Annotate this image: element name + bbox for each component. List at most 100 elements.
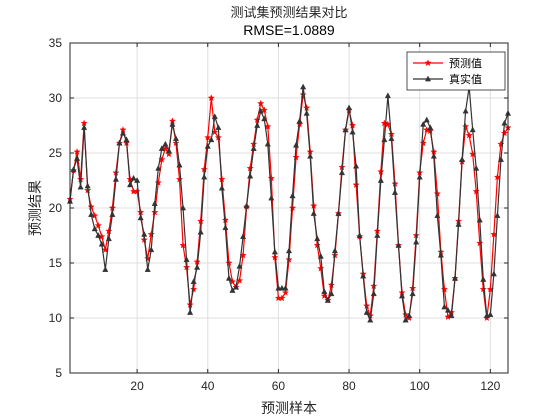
legend-label: 预测值 [449,57,482,70]
data-point [112,175,119,182]
data-point [222,224,229,231]
data-point [105,235,112,242]
data-point [257,99,265,107]
data-point [299,90,307,98]
data-point [250,145,257,151]
data-point [409,290,416,297]
data-point [73,148,81,155]
data-point [187,309,194,315]
data-point [225,259,233,267]
data-point [201,173,208,180]
data-point [183,256,190,262]
chart-title: 测试集预测结果对比 [230,5,347,21]
data-point [317,252,324,259]
data-point [229,287,236,293]
data-point [360,272,367,279]
data-point [236,262,243,269]
data-point [119,129,127,136]
data-point [87,203,95,210]
data-point [391,189,399,195]
data-point [155,164,162,171]
data-point [148,246,155,253]
data-point [208,136,215,143]
data-point [327,281,335,289]
data-point [377,177,384,183]
data-point [346,104,353,111]
data-point [462,107,469,114]
data-point [472,187,480,195]
data-point [388,135,395,142]
data-point [500,129,509,137]
data-point [257,107,264,114]
data-point [243,202,250,209]
data-point [501,119,508,126]
x-tick-label: 40 [201,379,215,393]
y-tick-label: 25 [49,146,63,160]
data-point [497,156,504,162]
data-point [349,121,357,129]
data-point [141,230,148,237]
data-point [197,228,204,235]
y-tick-label: 15 [49,256,63,270]
data-point [194,263,201,270]
data-point [98,240,105,247]
x-tick-label: 80 [342,379,356,393]
data-point [476,216,483,223]
data-point [133,187,141,195]
data-point [303,109,310,116]
data-point [494,212,501,219]
data-point [197,217,205,225]
data-point [246,164,254,172]
data-point [462,122,470,130]
data-point [271,248,278,255]
data-point [490,270,497,277]
data-point [176,161,183,168]
y-axis-label: 预测结果 [28,180,44,236]
data-point [232,283,240,290]
data-point [384,92,391,99]
data-point [430,152,437,159]
y-tick-label: 35 [49,36,63,50]
data-point [165,147,172,154]
data-point [172,135,180,142]
data-point [342,126,349,133]
data-point [162,140,169,147]
data-point [455,221,462,227]
data-point [151,200,158,206]
data-point [476,239,484,247]
data-point [144,266,151,272]
data-point [179,204,187,211]
data-point [381,136,388,143]
series-layer [66,83,512,323]
data-point [416,173,423,180]
data-point [225,274,232,281]
data-point [254,122,261,128]
data-point [479,285,487,293]
legend-item: 真实值 [413,72,482,86]
y-tick-label: 30 [49,91,63,105]
data-point [175,175,184,183]
data-point [247,172,254,179]
data-point [88,211,95,217]
x-tick-label: 120 [480,379,500,393]
data-point [81,124,88,131]
data-point [480,276,487,282]
data-point [465,131,473,139]
data-point [190,278,197,284]
data-point [102,266,109,272]
x-tick-label: 60 [272,379,286,393]
data-point [147,230,155,238]
y-tick-label: 5 [55,366,62,380]
data-point [207,94,215,102]
legend-marker [424,75,432,82]
series-1 [66,83,512,323]
data-point [116,139,123,146]
data-point [261,115,268,122]
x-tick-label: 100 [410,379,430,393]
data-point [77,183,84,190]
data-point [398,292,406,299]
